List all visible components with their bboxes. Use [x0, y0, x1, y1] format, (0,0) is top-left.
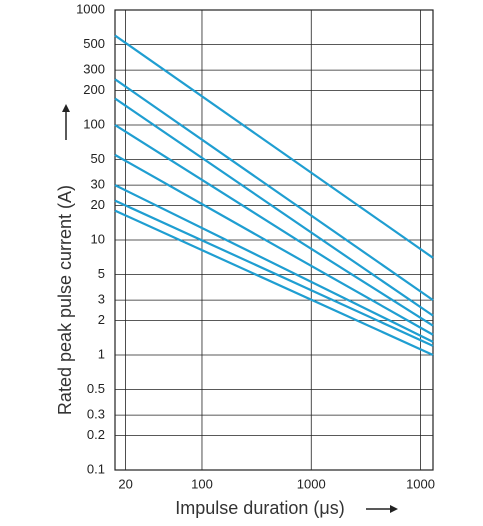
- y-tick-label: 0.2: [87, 427, 105, 442]
- x-tick-label: 1000: [297, 476, 326, 491]
- y-tick-label: 3: [98, 292, 105, 307]
- data-line: [114, 184, 434, 343]
- y-tick-label: 300: [83, 62, 105, 77]
- y-tick-label: 10: [91, 231, 105, 246]
- y-tick-label: 1: [98, 346, 105, 361]
- y-tick-label: 20: [91, 197, 105, 212]
- y-tick-label: 5: [98, 266, 105, 281]
- y-tick-label: 30: [91, 177, 105, 192]
- data-line: [114, 34, 434, 259]
- data-line: [114, 124, 434, 327]
- x-tick-label: 100: [191, 476, 213, 491]
- y-tick-label: 1000: [76, 1, 105, 16]
- y-tick-label: 200: [83, 82, 105, 97]
- x-axis-label: Impulse duration (μs): [175, 498, 344, 518]
- y-tick-label: 0.1: [87, 461, 105, 476]
- y-axis-label: Rated peak pulse current (A): [55, 185, 75, 415]
- y-tick-label: 2: [98, 312, 105, 327]
- data-line: [114, 209, 434, 357]
- x-tick-label: 1000: [406, 476, 435, 491]
- y-tick-label: 50: [91, 151, 105, 166]
- y-tick-label: 100: [83, 116, 105, 131]
- data-line: [114, 78, 434, 302]
- data-line: [114, 97, 434, 317]
- data-line: [114, 153, 434, 336]
- axis-arrows: [62, 104, 398, 513]
- x-tick-label: 20: [118, 476, 132, 491]
- data-line: [114, 199, 434, 347]
- y-tick-label: 0.3: [87, 407, 105, 422]
- y-tick-label: 0.5: [87, 381, 105, 396]
- y-tick-label: 500: [83, 36, 105, 51]
